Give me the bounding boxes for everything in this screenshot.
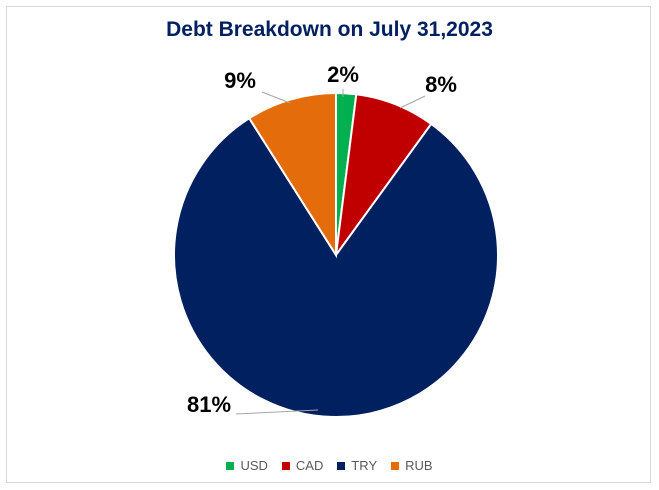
pie-slice-rub (247, 91, 337, 259)
data-label-try: 81% (187, 392, 231, 417)
legend-label-cad: CAD (295, 458, 324, 473)
legend-swatch-try (337, 462, 346, 470)
legend-item-cad: CAD (281, 458, 324, 473)
legend-label-usd: USD (240, 458, 268, 473)
legend: USD CAD TRY RUB (0, 458, 659, 473)
legend-swatch-rub (391, 462, 400, 470)
pie-slice-try (173, 116, 499, 418)
legend-swatch-cad (281, 462, 290, 470)
legend-item-try: TRY (337, 458, 377, 473)
legend-item-rub: RUB (391, 458, 433, 473)
chart-title: Debt Breakdown on July 31,2023 (166, 18, 493, 41)
data-label-cad: 8% (425, 72, 457, 97)
legend-swatch-usd (226, 462, 235, 470)
legend-item-usd: USD (226, 458, 268, 473)
legend-label-try: TRY (351, 458, 378, 473)
data-label-rub: 9% (224, 68, 256, 93)
legend-label-rub: RUB (405, 458, 433, 473)
leader-line-try (235, 409, 319, 415)
leader-line-cad (399, 95, 426, 109)
leader-line-rub (261, 91, 291, 104)
data-label-usd: 2% (327, 62, 359, 87)
